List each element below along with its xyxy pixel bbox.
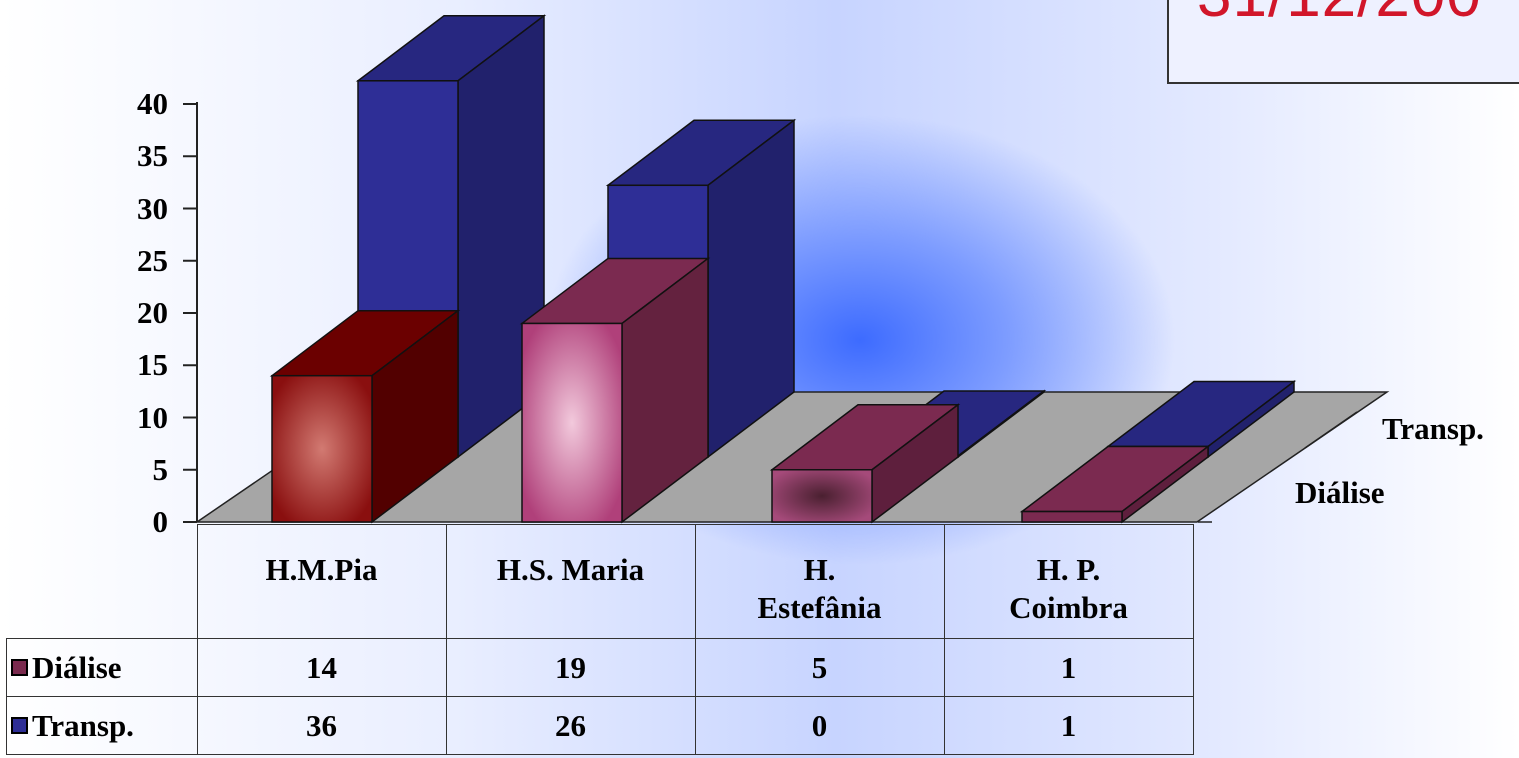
date-box: 31/12/200	[1167, 0, 1519, 84]
table-cell: 36	[196, 696, 447, 755]
category-cell: H.M.Pia	[196, 524, 447, 639]
y-tick-label: 30	[137, 190, 168, 226]
y-tick-label: 5	[152, 451, 169, 487]
table-cell: 0	[694, 696, 945, 755]
series-name: Transp.	[32, 707, 134, 743]
category-row: H.M.Pia H.S. Maria H. Estefânia H. P. Coim…	[6, 524, 1194, 639]
category-line: Estefânia	[757, 590, 882, 625]
bar-front-face	[771, 469, 873, 523]
category-line: H.	[803, 552, 836, 587]
series-head-transp: Transp.	[6, 696, 198, 755]
data-table: H.M.Pia H.S. Maria H. Estefânia H. P. Coim…	[6, 524, 1194, 755]
bar-dialise	[519, 256, 711, 524]
bar-dialise	[1019, 445, 1211, 524]
table-cell: 26	[445, 696, 696, 755]
category-line: H.S. Maria	[496, 552, 645, 587]
legend-swatch-dialise	[11, 658, 28, 676]
table-cell: 19	[445, 638, 696, 697]
category-cell: H. Estefânia	[694, 524, 945, 639]
bar-dialise	[769, 403, 961, 524]
y-tick-label: 40	[137, 86, 168, 121]
category-line: Coimbra	[1009, 590, 1128, 625]
y-tick-label: 10	[137, 399, 168, 435]
bar-front-face	[271, 374, 373, 523]
series-name: Diálise	[32, 649, 122, 685]
table-corner	[6, 524, 198, 639]
table-cell: 14	[196, 638, 447, 697]
depth-tick-transp	[1304, 411, 1358, 449]
bar-front-face	[521, 322, 623, 523]
category-line: H.M.Pia	[265, 552, 378, 587]
table-cell: 5	[694, 638, 945, 697]
table-cell: 1	[943, 638, 1194, 697]
y-tick-label: 25	[137, 242, 168, 278]
table-row-dialise: Diálise 14 19 5 1	[6, 638, 1194, 697]
depth-label-transp: Transp.	[1382, 411, 1484, 446]
y-tick-label: 15	[137, 347, 168, 383]
table-cell: 1	[943, 696, 1194, 755]
depth-label-dialise: Diálise	[1295, 475, 1385, 510]
bar-front-face	[1021, 510, 1123, 523]
category-cell: H.S. Maria	[445, 524, 696, 639]
category-cell: H. P. Coimbra	[943, 524, 1194, 639]
table-row-transp: Transp. 36 26 0 1	[6, 696, 1194, 755]
legend-swatch-transp	[11, 716, 28, 734]
y-tick-label: 20	[137, 295, 168, 330]
date-text: 31/12/200	[1197, 0, 1482, 31]
y-tick-label: 35	[137, 138, 168, 174]
bar-dialise	[269, 309, 461, 524]
category-line: H. P.	[1036, 552, 1101, 587]
series-head-dialise: Diálise	[6, 638, 198, 697]
